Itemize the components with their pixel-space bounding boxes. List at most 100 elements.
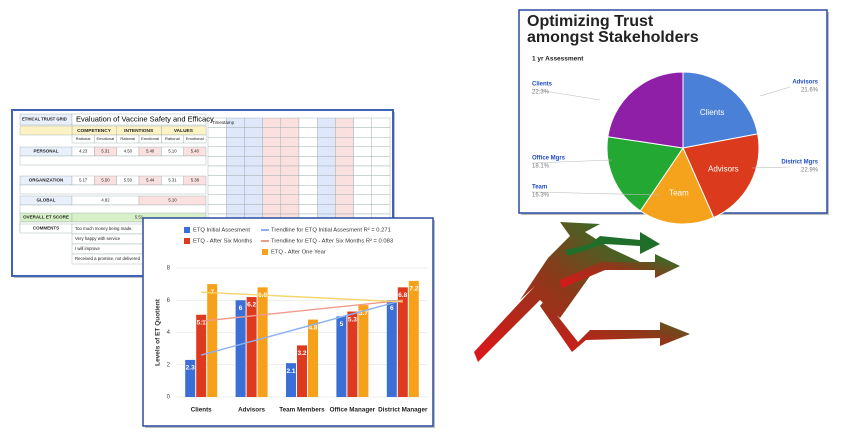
legend-label: Trendline for ETQ - After Six Months R² … [271, 239, 393, 245]
cell-text: VALUES [174, 128, 194, 134]
cell-text: Evaluation of Vaccine Safety and Efficac… [76, 114, 214, 123]
cell [317, 146, 336, 157]
cell-text: Received a promise, not delivered [75, 256, 141, 261]
cell-text: 5.40 [191, 149, 200, 154]
cell [71, 113, 207, 126]
cell-text: Too much money being made. [75, 226, 133, 231]
pie-slice [606, 136, 684, 212]
cell [262, 136, 282, 147]
data-label: 4.8 [308, 324, 317, 331]
cell [225, 165, 245, 176]
cell [225, 194, 245, 205]
value-label: 18.1% [532, 164, 550, 170]
data-label: 6 [239, 305, 243, 312]
cell [317, 204, 336, 215]
cell [244, 156, 263, 167]
bar [347, 311, 358, 397]
cell [244, 194, 263, 205]
cell [298, 146, 318, 157]
cell [19, 184, 207, 195]
cell-text: COMMENTS [33, 226, 59, 231]
data-label: 6 [390, 305, 394, 312]
arrow-shape [560, 254, 680, 288]
cell [207, 127, 227, 138]
bar [336, 316, 347, 397]
cell-text: ORGANIZATION [29, 178, 63, 183]
cell [225, 127, 245, 138]
cell-text: 4.23 [79, 149, 88, 154]
trendline [201, 299, 403, 356]
legend-swatch [184, 238, 190, 244]
legend-label: Trendline for ETQ Initial Assesment R² =… [271, 228, 391, 234]
cell [225, 136, 245, 147]
cell [335, 175, 354, 186]
y-tick-label: 4 [167, 330, 171, 336]
chart-title: amongst Stakeholders [527, 29, 699, 46]
cell [280, 184, 300, 195]
chart-subtitle: 1 yr Assessment [532, 56, 584, 63]
bar [397, 287, 408, 397]
cell [298, 136, 318, 147]
cell [280, 146, 300, 157]
cell [353, 156, 373, 167]
legend-swatch [262, 249, 268, 255]
legend-label: ETQ - After One Year [271, 250, 326, 256]
cell [244, 117, 263, 128]
y-tick-label: 0 [167, 395, 171, 401]
cell [19, 204, 207, 215]
pie-slice [639, 146, 715, 225]
category-label: District Mgrs [781, 160, 818, 166]
data-label: 5.3 [348, 316, 357, 323]
value-label: 21.6% [801, 88, 819, 94]
cell-text: 4.82 [101, 198, 110, 203]
trendline [201, 299, 403, 322]
cell [317, 175, 336, 186]
bar [386, 300, 397, 397]
cell [262, 184, 282, 195]
cell [262, 127, 282, 138]
cell-text: 5.38 [191, 178, 200, 183]
cell [353, 117, 373, 128]
cell-text: Emotional [141, 136, 159, 141]
y-tick-label: 8 [167, 266, 171, 272]
cell [19, 125, 73, 136]
cell [317, 165, 336, 176]
data-label: 5.1 [197, 319, 206, 326]
data-label: 7.2 [409, 286, 418, 293]
cell-text: Rational [165, 136, 180, 141]
cell [371, 184, 391, 195]
bar [297, 345, 307, 397]
arrows [474, 222, 690, 362]
bar [408, 280, 419, 397]
cell-text: Timestamp [212, 120, 235, 125]
cell [317, 117, 336, 128]
data-label: 5 [340, 321, 344, 328]
x-tick-label: Advisors [238, 407, 265, 414]
data-label: 6.8 [398, 292, 407, 299]
cell [353, 175, 373, 186]
cell [280, 194, 300, 205]
bar [286, 363, 296, 397]
cell [280, 127, 300, 138]
cell [244, 136, 263, 147]
cell [244, 184, 263, 195]
cell [298, 194, 318, 205]
data-label: 2.3 [186, 365, 195, 372]
cell [353, 146, 373, 157]
cell-text: Rational [76, 136, 91, 141]
cell [225, 184, 245, 195]
x-tick-label: District Manager [378, 407, 428, 414]
cell-text: COMPETENCY [77, 128, 112, 134]
cell [280, 175, 300, 186]
arrow-shape [565, 232, 660, 256]
chart-title: Optimizing Trust [527, 13, 654, 30]
cell [353, 194, 373, 205]
legend-label: ETQ Initial Assesment [193, 228, 250, 234]
cell-text: 5.31 [168, 178, 177, 183]
cell [317, 184, 336, 195]
cell [225, 204, 245, 215]
cell [353, 165, 373, 176]
cell [225, 156, 245, 167]
